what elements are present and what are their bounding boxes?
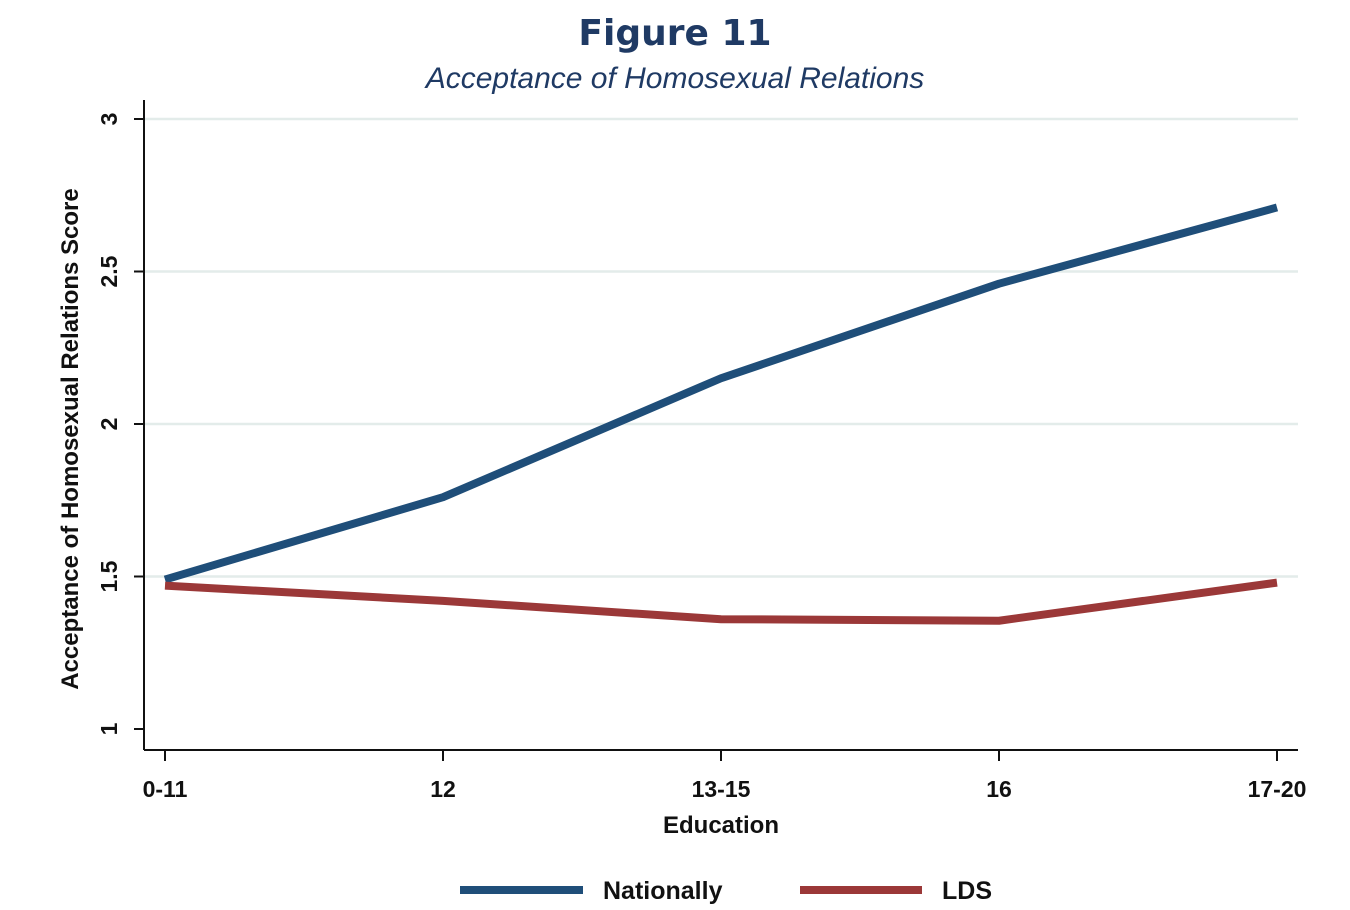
- y-tick-label: 1.5: [96, 560, 122, 592]
- chart-title: Figure 11: [578, 13, 771, 54]
- legend: Nationally LDS: [460, 877, 992, 905]
- series-line-lds: [164, 578, 1278, 625]
- legend-label-nationally: Nationally: [603, 877, 723, 905]
- chart-subtitle: Acceptance of Homosexual Relations: [424, 62, 925, 95]
- y-axis-ticks: 1 1.5 2 2.5 3: [96, 113, 144, 735]
- y-tick-label: 3: [96, 113, 122, 126]
- y-tick-label: 1: [96, 722, 122, 735]
- x-axis-ticks: 0-11 12 13-15 16 17-20: [143, 750, 1307, 802]
- legend-label-lds: LDS: [942, 877, 992, 905]
- x-tick-label: 13-15: [692, 776, 751, 802]
- x-tick-label: 12: [430, 776, 456, 802]
- series-lines: [163, 203, 1279, 625]
- series-line-nationally: [163, 203, 1279, 584]
- y-tick-label: 2: [96, 418, 122, 431]
- y-axis-title: Acceptance of Homosexual Relations Score: [57, 188, 84, 690]
- x-axis-title: Education: [663, 812, 779, 839]
- grid-lines: [145, 117, 1298, 578]
- x-tick-label: 16: [986, 776, 1012, 802]
- y-tick-label: 2.5: [96, 255, 122, 287]
- x-tick-label: 17-20: [1248, 776, 1307, 802]
- x-tick-label: 0-11: [143, 776, 188, 802]
